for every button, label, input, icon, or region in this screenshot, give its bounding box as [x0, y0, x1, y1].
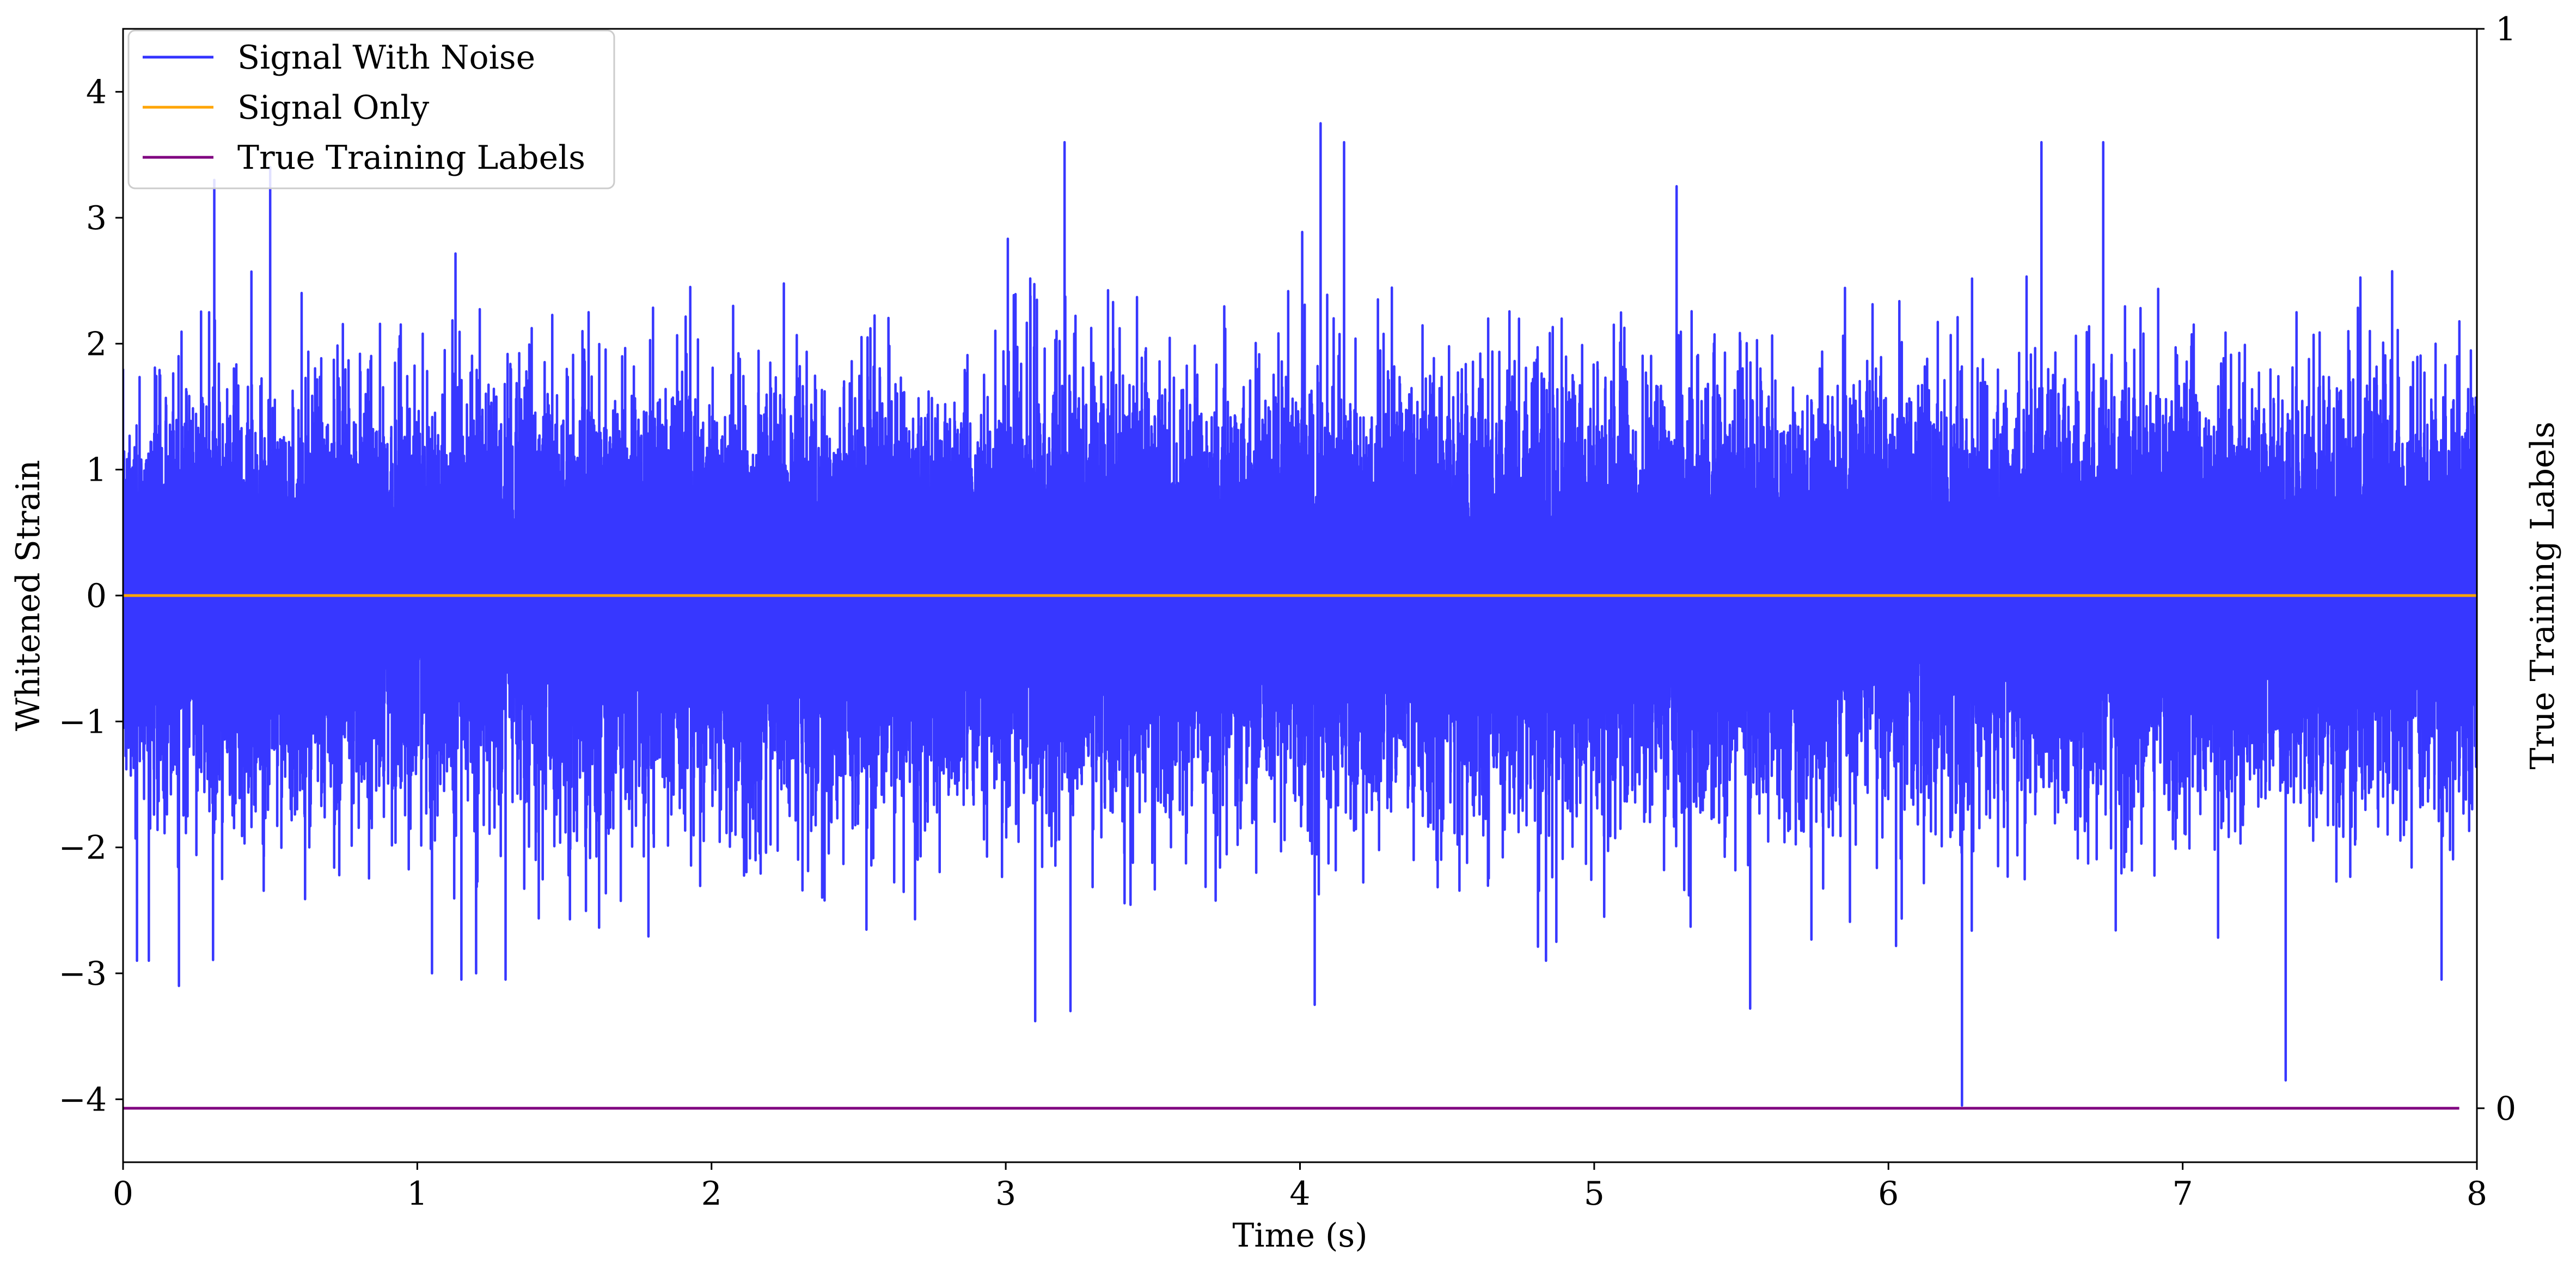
y-tick-label: −2	[59, 829, 107, 867]
x-axis-label: Time (s)	[1232, 1217, 1367, 1255]
x-tick-label: 8	[2467, 1175, 2487, 1213]
y-tick-label: −1	[59, 703, 107, 741]
legend-label: Signal Only	[237, 89, 429, 127]
y-tick-label: 1	[86, 451, 107, 489]
legend: Signal With Noise Signal Only True Trainin…	[127, 29, 615, 189]
y-tick-label: 3	[86, 199, 107, 237]
x-tick-label: 4	[1289, 1175, 1310, 1213]
y2-axis-label: True Training Labels	[2524, 421, 2562, 769]
y-tick-label: −3	[59, 955, 107, 993]
x-tick-label: 6	[1878, 1175, 1899, 1213]
y-tick-label: −4	[59, 1081, 107, 1119]
legend-box	[127, 29, 615, 189]
x-tick-label: 2	[701, 1175, 722, 1213]
x-tick-label: 5	[1584, 1175, 1605, 1213]
x-tick-label: 0	[113, 1175, 133, 1213]
legend-label: True Training Labels	[237, 139, 585, 177]
x-tick-label: 3	[995, 1175, 1016, 1213]
x-tick-label: 7	[2173, 1175, 2193, 1213]
series-line-signal-with-noise	[123, 122, 2477, 1107]
y2-tick-label: 1	[2495, 10, 2516, 48]
y-axis-label: Whitened Strain	[9, 460, 47, 731]
legend-label: Signal With Noise	[237, 39, 535, 77]
y2-tick-label: 0	[2495, 1090, 2516, 1128]
x-tick-label: 1	[407, 1175, 427, 1213]
y-tick-label: 4	[86, 73, 107, 112]
y-tick-label: 2	[86, 325, 107, 363]
y-tick-label: 0	[86, 577, 107, 615]
plot-area	[123, 122, 2477, 1110]
